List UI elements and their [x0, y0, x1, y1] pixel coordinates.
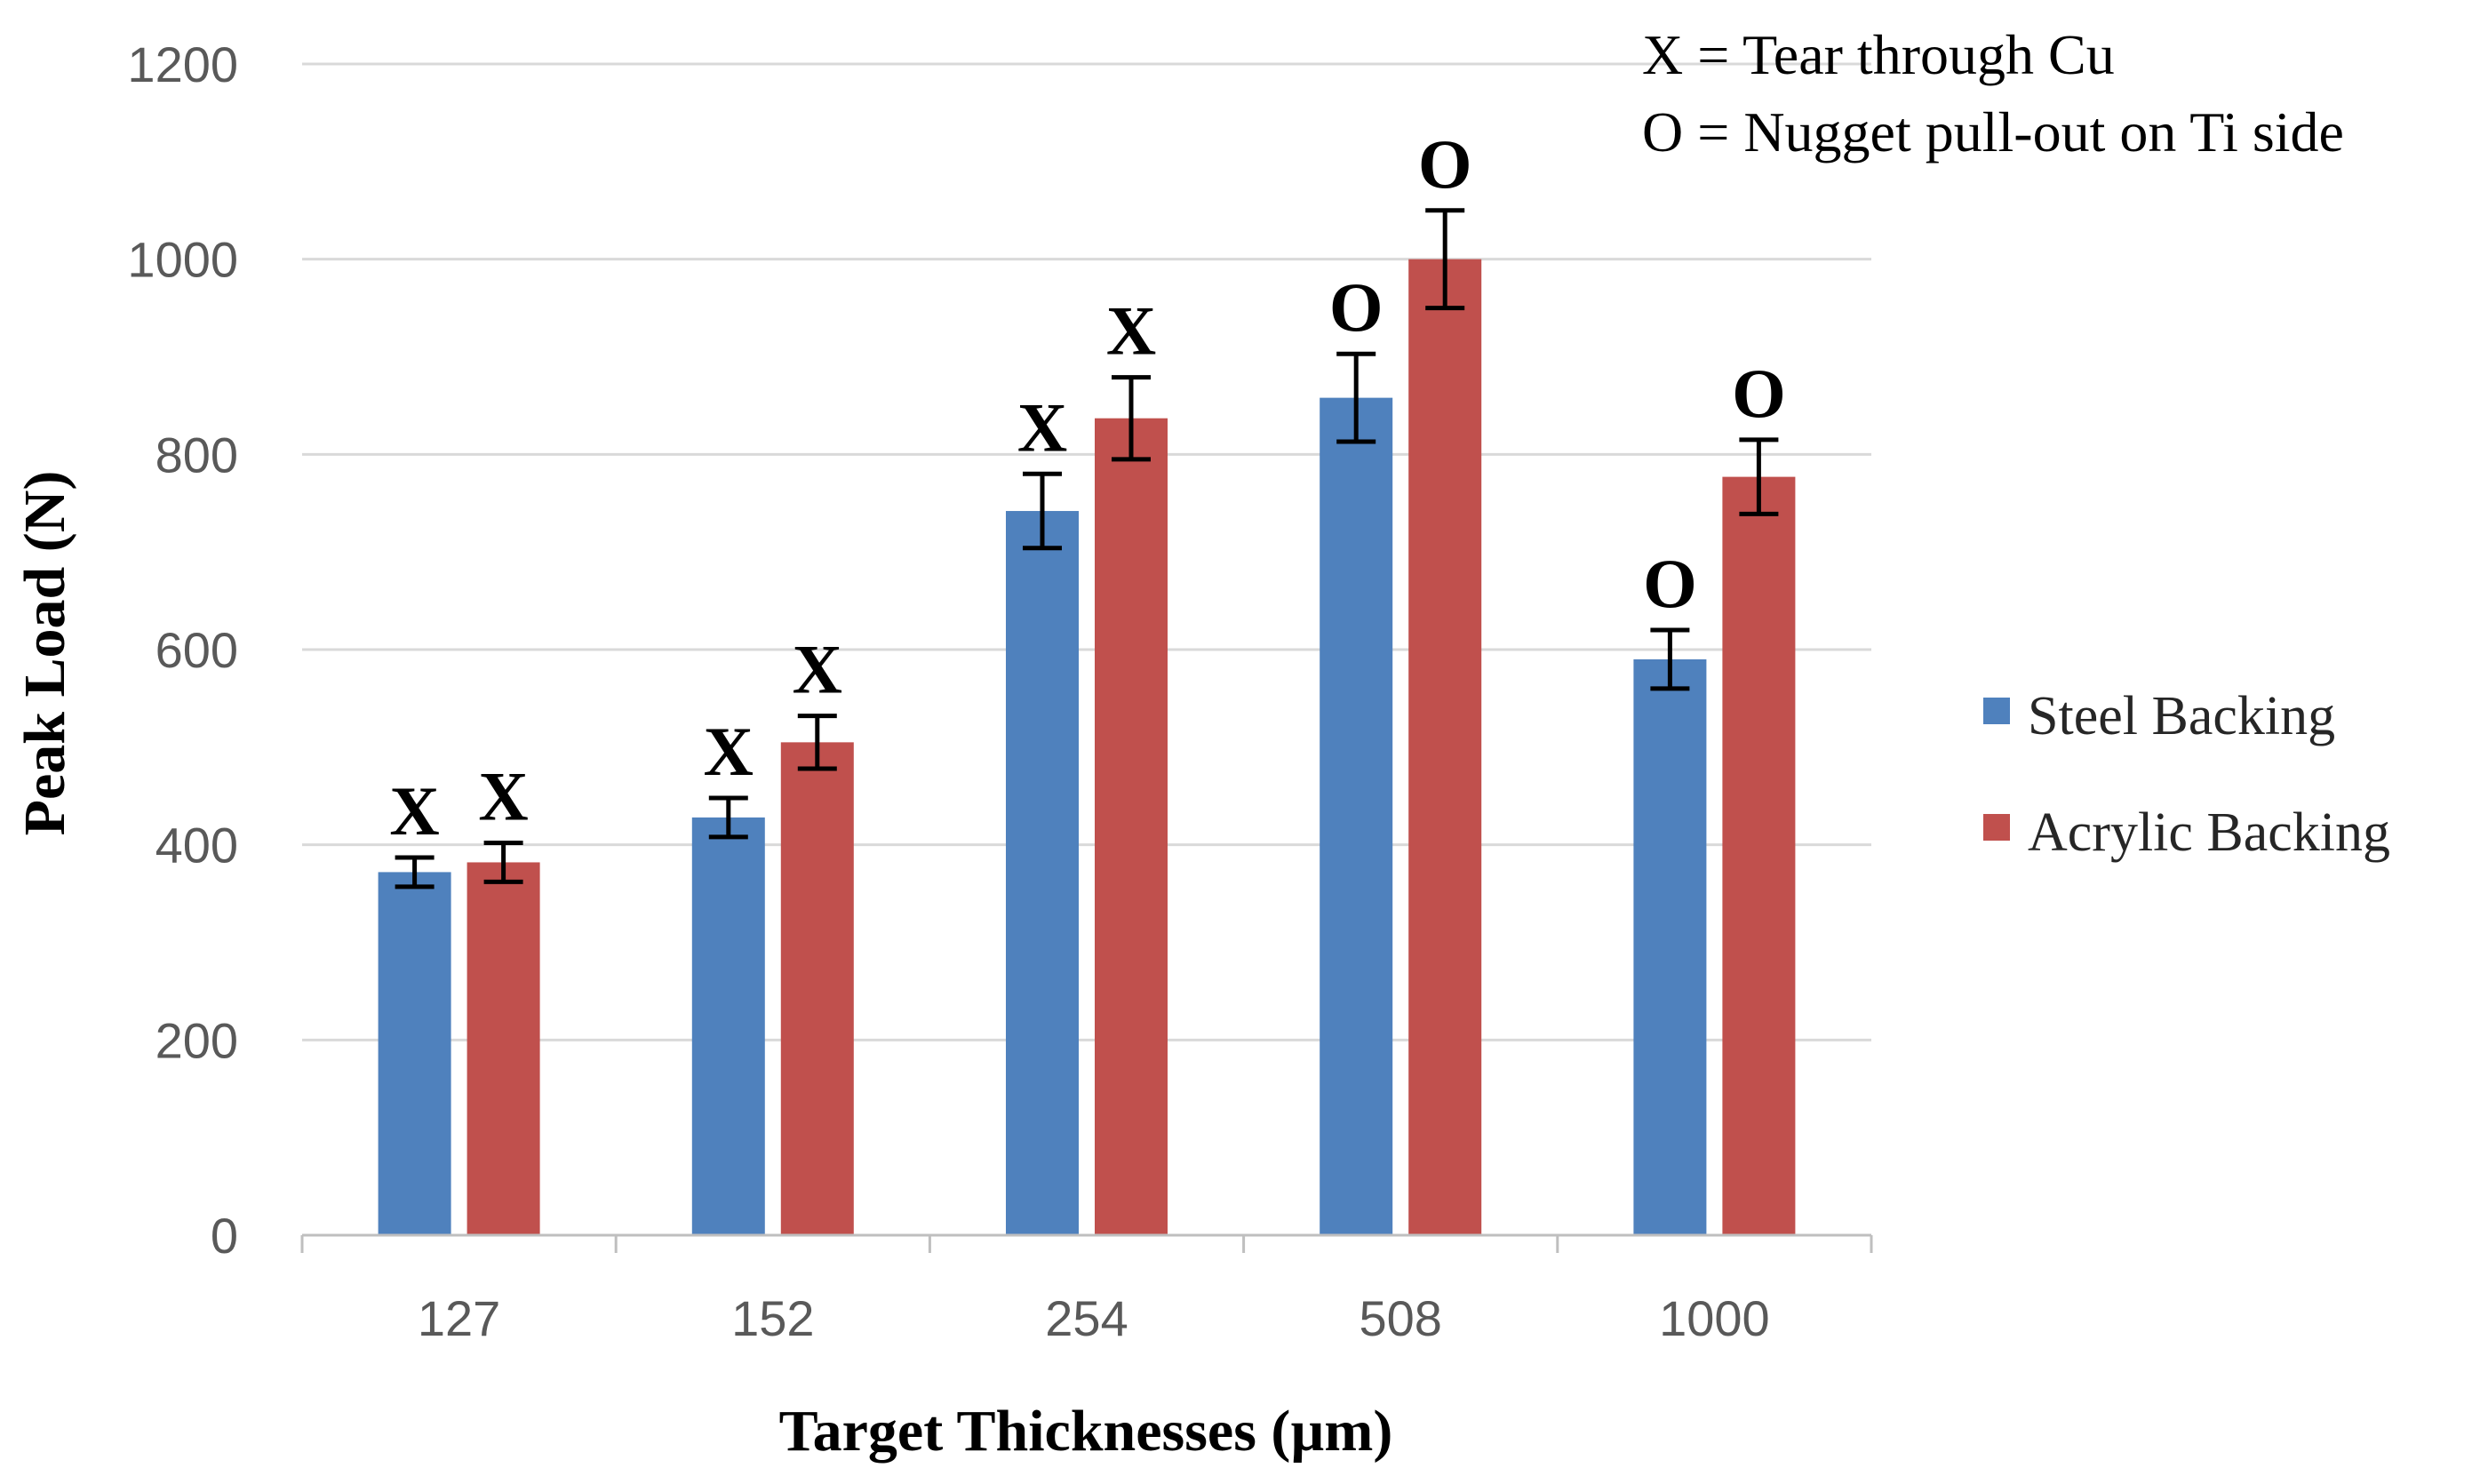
bar-steel-backing-127	[378, 872, 451, 1235]
bar-acrylic-backing-1000	[1722, 476, 1796, 1235]
x-tick-label: 254	[1045, 1290, 1128, 1346]
annotation-x-key: X = Tear through Cu	[1642, 23, 2115, 86]
y-axis-ticks: 0 200 400 600 800 1000 1200	[127, 36, 238, 1264]
y-tick-label: 1000	[127, 232, 238, 288]
bar-steel-backing-254	[1006, 511, 1079, 1235]
y-tick-label: 0	[211, 1208, 238, 1264]
x-axis-title: Target Thicknesses (µm)	[779, 1399, 1393, 1464]
y-tick-label: 800	[155, 427, 238, 483]
legend-swatch-steel	[1983, 698, 2010, 724]
failure-mode-mark: O	[1418, 125, 1472, 203]
x-tick-label: 152	[731, 1290, 814, 1346]
y-tick-label: 400	[155, 818, 238, 874]
bar-steel-backing-1000	[1633, 658, 1707, 1235]
x-tick-label: 1000	[1659, 1290, 1770, 1346]
failure-mode-mark: X	[793, 631, 842, 708]
x-tick-label: 127	[418, 1290, 500, 1346]
bar-steel-backing-152	[691, 817, 765, 1235]
y-tick-label: 200	[155, 1012, 238, 1068]
annotation-o-key: O = Nugget pull-out on Ti side	[1642, 100, 2344, 164]
bar-acrylic-backing-152	[780, 742, 854, 1235]
y-tick-label: 1200	[127, 36, 238, 92]
legend: Steel Backing Acrylic Backing	[1983, 686, 2390, 863]
x-axis: 127 152 254 508 1000	[300, 1233, 1873, 1346]
failure-mode-mark: O	[1732, 355, 1786, 432]
failure-mode-mark: X	[1017, 388, 1067, 466]
failure-mode-mark: X	[389, 772, 439, 850]
y-tick-label: 600	[155, 622, 238, 678]
y-axis-title: Peak Load (N)	[12, 471, 77, 836]
gridlines	[302, 62, 1871, 1041]
failure-mode-mark: O	[1329, 268, 1384, 346]
failure-mode-mark: X	[478, 757, 528, 834]
bar-acrylic-backing-508	[1408, 259, 1482, 1236]
failure-mode-mark: X	[704, 713, 754, 790]
bar-steel-backing-508	[1320, 397, 1393, 1235]
bar-acrylic-backing-127	[466, 862, 540, 1235]
bar-acrylic-backing-254	[1095, 418, 1168, 1235]
failure-mode-mark: X	[1106, 292, 1156, 370]
x-tick-label: 508	[1359, 1290, 1441, 1346]
legend-label-acrylic: Acrylic Backing	[2028, 802, 2390, 863]
legend-swatch-acrylic	[1983, 814, 2010, 841]
failure-mode-mark: O	[1643, 545, 1697, 622]
legend-label-steel: Steel Backing	[2028, 686, 2335, 746]
